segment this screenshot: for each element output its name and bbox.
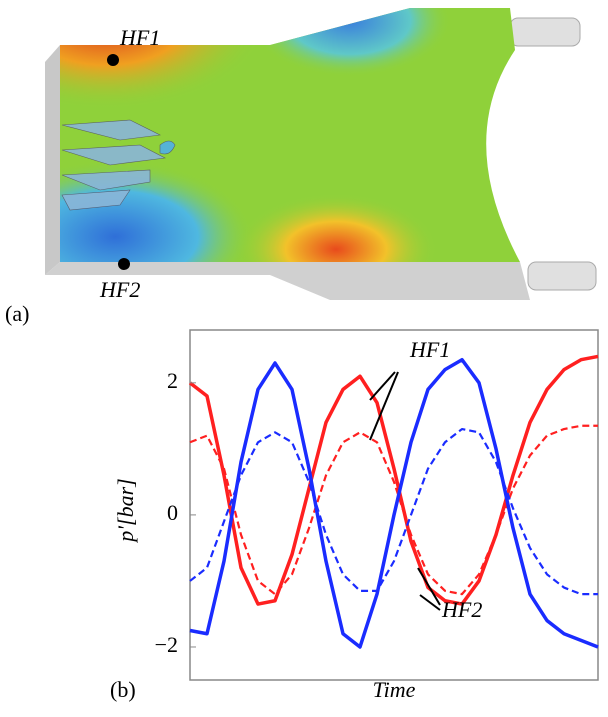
annotations: [369, 371, 441, 611]
combustor-render: [45, 8, 597, 300]
y-tick-label: 0: [167, 500, 178, 525]
panel-label: (b): [110, 677, 136, 702]
series-line: [189, 357, 599, 649]
plot-frame: [189, 329, 599, 681]
series-line: [189, 427, 598, 596]
probe-label: HF1: [119, 25, 160, 50]
x-axis-label: Time: [373, 677, 416, 702]
y-tick-label: 2: [167, 368, 178, 393]
annotation: HF2: [441, 597, 482, 622]
plot: [188, 354, 599, 649]
series-line: [189, 424, 598, 596]
series-line: [188, 354, 599, 606]
annotation: HF1: [409, 337, 450, 362]
y-tick-label: −2: [155, 632, 178, 657]
y-axis-label: p'[bar]: [113, 478, 138, 543]
panel-label: (a): [5, 301, 29, 326]
probe-label: HF2: [99, 277, 140, 302]
